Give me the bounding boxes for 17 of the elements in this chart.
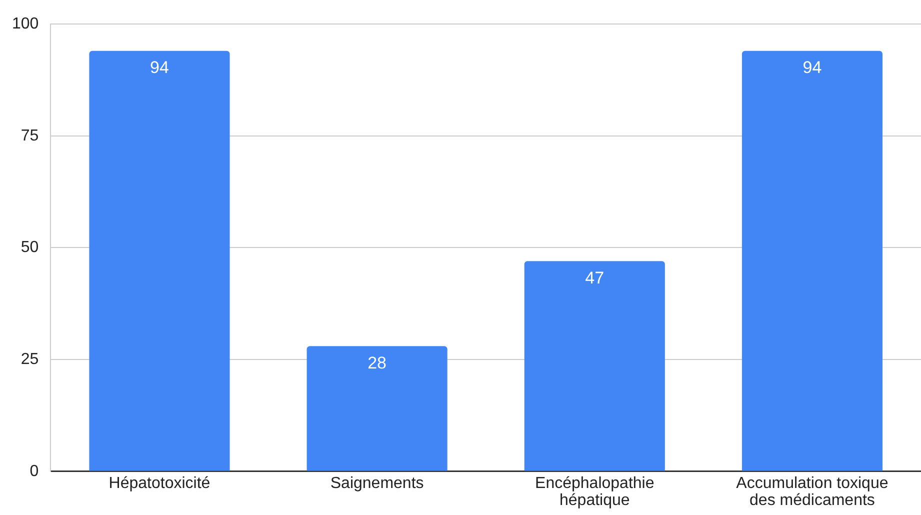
x-tick-label: Accumulation toxique des médicaments — [736, 475, 888, 510]
bar — [742, 50, 882, 471]
y-tick-label: 100 — [12, 15, 39, 32]
data-label: 28 — [368, 353, 387, 372]
x-tick-label: Encéphalopathie hépatique — [535, 475, 654, 510]
data-label: 94 — [802, 58, 822, 78]
x-tick-label: Saignements — [330, 475, 424, 492]
bar — [524, 261, 665, 471]
y-tick-label: 50 — [20, 239, 39, 256]
data-label: 47 — [585, 268, 604, 288]
y-tick-label: 25 — [20, 350, 39, 368]
bar — [306, 346, 448, 471]
y-tick-label: 0 — [30, 462, 39, 480]
y-tick-label: 75 — [20, 127, 39, 144]
data-label: 94 — [150, 58, 169, 78]
bar — [89, 50, 230, 471]
x-tick-label: Hépatotoxicité — [108, 475, 210, 492]
